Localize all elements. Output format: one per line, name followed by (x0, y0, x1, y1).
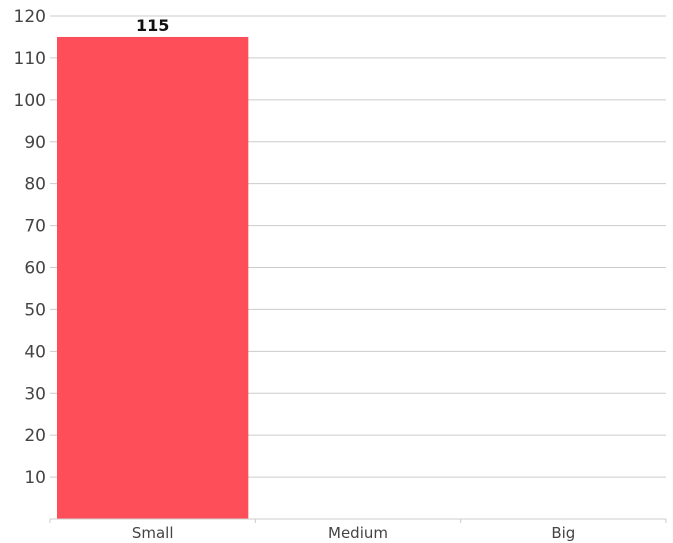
x-axis: Small Medium Big (49, 518, 667, 542)
y-tick-label-40: 40 (24, 342, 46, 362)
y-tick-label-70: 70 (24, 217, 46, 237)
x-tick-label-medium: Medium (328, 524, 388, 542)
y-tick-label-120: 120 (14, 7, 46, 27)
x-tick-label-small: Small (132, 524, 174, 542)
y-axis: 10 20 30 40 50 60 70 80 90 100 110 120 (14, 7, 46, 488)
y-tick-label-90: 90 (24, 133, 46, 153)
x-tick-label-big: Big (551, 524, 575, 542)
y-tick-label-100: 100 (14, 91, 46, 111)
y-tick-label-110: 110 (14, 49, 46, 69)
y-tick-label-10: 10 (24, 468, 46, 488)
y-tick-label-60: 60 (24, 259, 46, 279)
bars: 115 (57, 16, 249, 519)
y-tick-label-50: 50 (24, 300, 46, 320)
data-label-small: 115 (136, 16, 169, 35)
bar-small[interactable] (57, 36, 249, 519)
y-tick-label-30: 30 (24, 384, 46, 404)
y-tick-label-20: 20 (24, 426, 46, 446)
y-tick-label-80: 80 (24, 175, 46, 195)
